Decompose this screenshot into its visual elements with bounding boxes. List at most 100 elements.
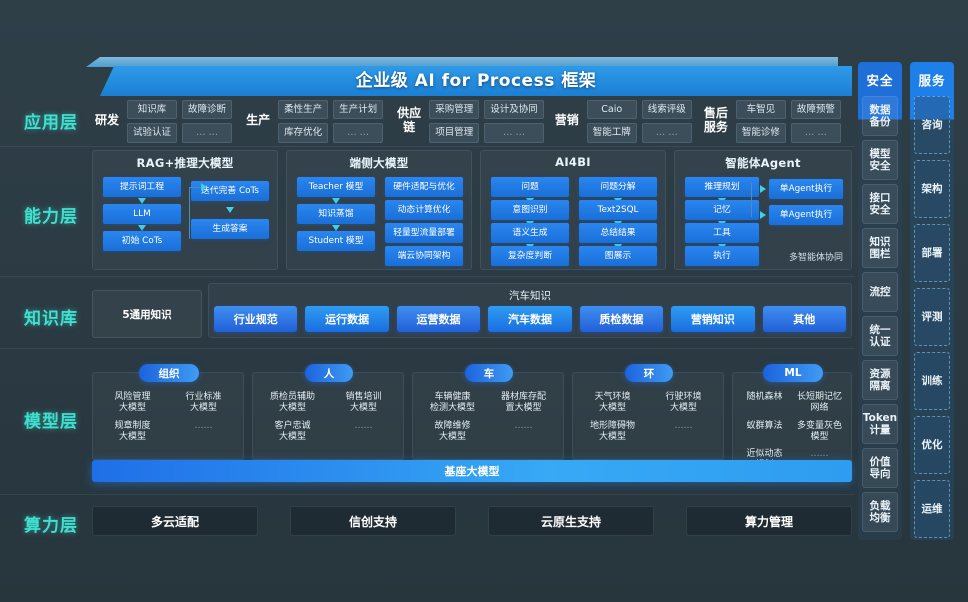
service-rail-item[interactable]: 咨询 [914, 96, 950, 154]
capability-node[interactable]: 单Agent执行 [769, 205, 843, 225]
capability-node[interactable]: 问题 [491, 177, 569, 197]
app-cell[interactable]: 设计及协同 [484, 99, 544, 119]
capability-node[interactable]: 初始 CoTs [103, 231, 181, 251]
capability-node[interactable]: Student 模型 [297, 231, 375, 251]
capability-node[interactable]: 硬件适配与优化 [385, 177, 463, 197]
model-group-3[interactable]: 环天气环境 大模型 行驶环境 大模型 地形障碍物 大模型 …… [572, 364, 724, 460]
model-group-0[interactable]: 组织 风险管理 大模型 行业标准 大模型 规章制度 大模型 …… [92, 364, 244, 460]
knowledge-chip[interactable]: 质检数据 [579, 306, 664, 332]
app-cell[interactable]: 采购管理 [429, 99, 480, 119]
app-cell[interactable]: 智能诊修 [735, 123, 786, 143]
service-rail-item[interactable]: 评测 [914, 288, 950, 346]
compute-cell[interactable]: 信创支持 [290, 506, 456, 536]
app-cell[interactable]: 库存优化 [278, 123, 329, 143]
model-item[interactable]: 销售培训 大模型 [345, 392, 382, 414]
capability-node[interactable]: 执行 [685, 246, 759, 266]
app-cell[interactable]: 知识库 [127, 99, 178, 119]
capability-node[interactable]: 知识蒸馏 [297, 204, 375, 224]
app-group-3[interactable]: 营销 Caio 智能工牌 线索评级 … … [552, 98, 693, 144]
security-rail-item[interactable]: 统一 认证 [862, 316, 898, 356]
model-item[interactable]: 车辆健康 检测大模型 [429, 392, 475, 414]
model-item[interactable]: 天气环境 大模型 [594, 392, 631, 414]
model-item[interactable]: 风险管理 大模型 [114, 392, 151, 414]
compute-cell[interactable]: 多云适配 [92, 506, 258, 536]
capability-node[interactable]: Text2SQL [579, 200, 657, 220]
security-rail-item[interactable]: 流控 [862, 272, 898, 312]
capability-node[interactable]: 意图识别 [491, 200, 569, 220]
service-rail-item[interactable]: 运维 [914, 480, 950, 538]
service-rail-item[interactable]: 部署 [914, 224, 950, 282]
capability-node[interactable]: 迭代完善 CoTs [191, 181, 269, 201]
capability-node[interactable]: 生成答案 [191, 219, 269, 239]
app-cell[interactable]: 车智见 [735, 99, 786, 119]
knowledge-chip[interactable]: 其他 [762, 306, 846, 332]
security-rail-item[interactable]: 资源 隔离 [862, 360, 898, 400]
model-item[interactable]: …… [354, 420, 373, 431]
security-rail-item[interactable]: 知识 围栏 [862, 228, 898, 268]
app-cell[interactable]: 故障预警 [790, 99, 841, 119]
model-item[interactable]: 多变量灰色 模型 [796, 420, 842, 442]
model-item[interactable]: 行驶环境 大模型 [665, 392, 702, 414]
security-rail-item[interactable]: Token 计量 [862, 404, 898, 444]
model-item[interactable]: 长短期记忆 网络 [796, 392, 842, 414]
capability-block-1[interactable]: 端侧大模型 Teacher 模型 知识蒸馏 Student 模型 硬件适配与优化 动态计算… [286, 150, 472, 270]
model-item[interactable]: 随机森林 [746, 392, 783, 402]
knowledge-chip[interactable]: 运营数据 [396, 306, 481, 332]
model-item[interactable]: 故障维修 大模型 [434, 420, 471, 442]
capability-node[interactable]: 问题分解 [579, 177, 657, 197]
app-cell[interactable]: 线索评级 [641, 99, 692, 119]
knowledge-chip[interactable]: 运行数据 [305, 306, 389, 332]
capability-node[interactable]: 工具 [685, 223, 759, 243]
capability-node[interactable]: 端云协同架构 [385, 246, 463, 266]
model-item[interactable]: …… [514, 420, 533, 431]
app-cell[interactable]: 柔性生产 [278, 99, 329, 119]
security-rail-item[interactable]: 数据 备份 [862, 96, 898, 136]
app-cell[interactable]: 智能工牌 [586, 123, 637, 143]
compute-cell[interactable]: 算力管理 [686, 506, 852, 536]
model-item[interactable]: 地形障碍物 大模型 [589, 420, 635, 442]
app-cell[interactable]: … … [182, 123, 233, 143]
app-cell[interactable]: 生产计划 [333, 99, 384, 119]
service-rail-item[interactable]: 训练 [914, 352, 950, 410]
capability-block-3[interactable]: 智能体Agent 推理规划 记忆 工具 执行 单Agent执行 单Agent执行 多智能体协同 [674, 150, 852, 270]
model-item[interactable]: …… [810, 449, 829, 459]
app-cell[interactable]: 故障诊断 [182, 99, 233, 119]
model-item[interactable]: 质检员辅助 大模型 [269, 392, 315, 414]
knowledge-chip[interactable]: 行业规范 [214, 306, 298, 332]
model-group-2[interactable]: 车车辆健康 检测大模型 器材库存配 置大模型 故障维修 大模型 …… [412, 364, 564, 460]
security-rail-item[interactable]: 负载 均衡 [862, 492, 898, 532]
capability-node[interactable]: 提示词工程 [103, 177, 181, 197]
app-cell[interactable]: … … [790, 123, 841, 143]
capability-node[interactable]: LLM [103, 204, 181, 224]
app-group-0[interactable]: 研发 知识库 试验认证 故障诊断 … … [92, 98, 235, 144]
app-cell[interactable]: 试验认证 [127, 123, 178, 143]
app-cell[interactable]: … … [641, 123, 692, 143]
capability-node[interactable]: 图展示 [579, 246, 657, 266]
knowledge-chip[interactable]: 营销知识 [671, 306, 755, 332]
security-rail-item[interactable]: 模型 安全 [862, 140, 898, 180]
capability-node[interactable]: 单Agent执行 [769, 179, 843, 199]
model-item[interactable]: 蚁群算法 [746, 420, 783, 431]
capability-node[interactable]: 语义生成 [491, 223, 569, 243]
model-item[interactable]: 行业标准 大模型 [185, 392, 222, 414]
capability-node[interactable]: 总结结果 [579, 223, 657, 243]
model-group-1[interactable]: 人质检员辅助 大模型 销售培训 大模型 客户忠诚 大模型 …… [252, 364, 404, 460]
security-rail-item[interactable]: 价值 导向 [862, 448, 898, 488]
capability-block-0[interactable]: RAG+推理大模型 提示词工程 LLM 初始 CoTs 迭代完善 CoTs 生成答案 [92, 150, 278, 270]
capability-node[interactable]: 记忆 [685, 200, 759, 220]
security-rail-item[interactable]: 接口 安全 [862, 184, 898, 224]
model-item[interactable]: …… [674, 420, 693, 431]
capability-node[interactable]: Teacher 模型 [297, 177, 375, 197]
service-rail-item[interactable]: 架构 [914, 160, 950, 218]
capability-node[interactable]: 动态计算优化 [385, 200, 463, 220]
app-cell[interactable]: … … [333, 123, 384, 143]
app-group-4[interactable]: 售后 服务 车智见 智能诊修 故障预警 … … [701, 98, 844, 144]
model-item[interactable]: 器材库存配 置大模型 [500, 392, 546, 414]
capability-node[interactable]: 复杂度判断 [491, 246, 569, 266]
app-cell[interactable]: 项目管理 [429, 123, 480, 143]
capability-node[interactable]: 轻量型流量部署 [385, 223, 463, 243]
app-cell[interactable]: … … [484, 123, 544, 143]
knowledge-chip[interactable]: 汽车数据 [488, 306, 572, 332]
model-item[interactable]: 规章制度 大模型 [114, 420, 151, 442]
capability-node[interactable]: 推理规划 [685, 177, 759, 197]
